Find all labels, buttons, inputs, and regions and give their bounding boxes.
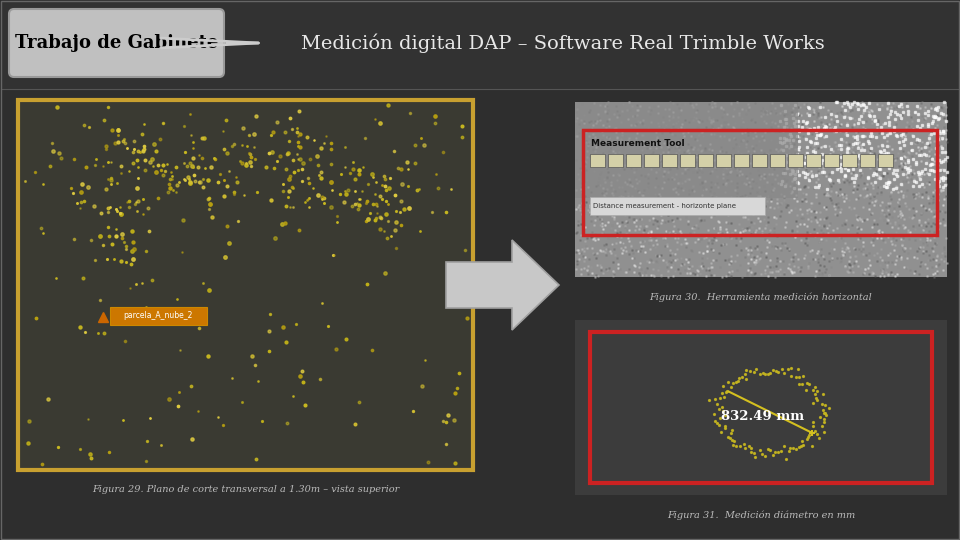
- Text: Medición digital DAP – Software Real Trimble Works: Medición digital DAP – Software Real Tri…: [301, 33, 825, 53]
- Bar: [590, 197, 765, 215]
- Bar: [575, 102, 947, 277]
- Text: 832.49 mm: 832.49 mm: [721, 410, 804, 423]
- Bar: [575, 320, 947, 495]
- Bar: [626, 154, 641, 167]
- FancyBboxPatch shape: [110, 307, 207, 325]
- Bar: [680, 154, 695, 167]
- Bar: [590, 332, 932, 483]
- Bar: [608, 154, 623, 167]
- Bar: [842, 154, 857, 167]
- Bar: [734, 154, 749, 167]
- Bar: [590, 154, 605, 167]
- Bar: [824, 154, 839, 167]
- Bar: [18, 100, 473, 470]
- Bar: [788, 154, 803, 167]
- Text: parcela_A_nube_2: parcela_A_nube_2: [123, 312, 193, 321]
- Bar: [860, 154, 875, 167]
- Text: Figura 29. Plano de corte transversal a 1.30m – vista superior: Figura 29. Plano de corte transversal a …: [92, 485, 399, 495]
- Text: Figura 30.  Herramienta medición horizontal: Figura 30. Herramienta medición horizont…: [650, 292, 873, 302]
- Bar: [770, 154, 785, 167]
- Polygon shape: [446, 240, 559, 330]
- Text: Distance measurement - horizonte plane: Distance measurement - horizonte plane: [593, 203, 736, 209]
- Bar: [662, 154, 677, 167]
- Bar: [716, 154, 731, 167]
- Text: Figura 31.  Medición diámetro en mm: Figura 31. Medición diámetro en mm: [667, 510, 855, 519]
- Bar: [878, 154, 893, 167]
- Bar: [583, 130, 937, 235]
- Text: Measurement Tool: Measurement Tool: [591, 139, 684, 148]
- Bar: [575, 102, 798, 198]
- Bar: [752, 154, 767, 167]
- Bar: [698, 154, 713, 167]
- FancyBboxPatch shape: [9, 9, 224, 77]
- Bar: [644, 154, 659, 167]
- Text: Trabajo de Gabinete: Trabajo de Gabinete: [14, 34, 218, 52]
- Bar: [806, 154, 821, 167]
- Bar: [1, 1, 959, 89]
